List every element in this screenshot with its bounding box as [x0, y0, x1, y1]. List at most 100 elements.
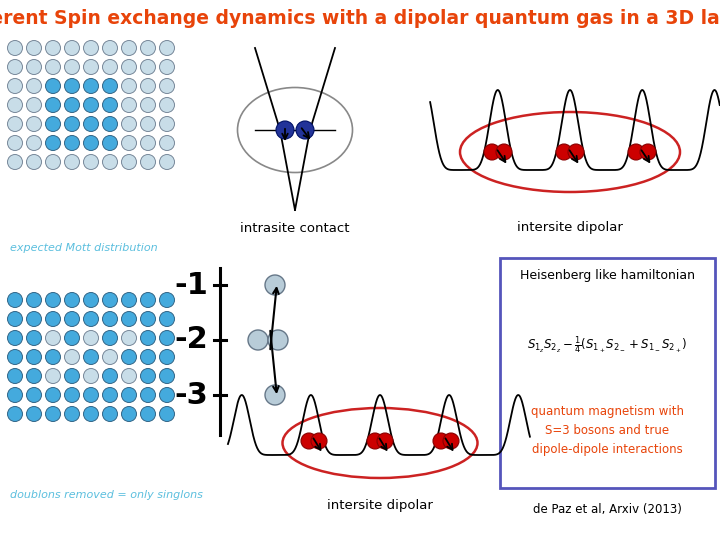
Circle shape: [65, 136, 79, 151]
Circle shape: [122, 136, 137, 151]
Circle shape: [140, 78, 156, 93]
Circle shape: [7, 312, 22, 327]
Text: expected Mott distribution: expected Mott distribution: [10, 243, 158, 253]
Circle shape: [160, 98, 174, 112]
Circle shape: [443, 433, 459, 449]
Circle shape: [265, 385, 285, 405]
FancyBboxPatch shape: [500, 258, 715, 488]
Circle shape: [7, 59, 22, 75]
Text: quantum magnetism with
S=3 bosons and true
dipole-dipole interactions: quantum magnetism with S=3 bosons and tr…: [531, 404, 684, 456]
Circle shape: [45, 78, 60, 93]
Circle shape: [140, 117, 156, 132]
Circle shape: [7, 293, 22, 307]
Circle shape: [102, 117, 117, 132]
Circle shape: [160, 136, 174, 151]
Circle shape: [140, 330, 156, 346]
Text: de Paz et al, Arxiv (2013): de Paz et al, Arxiv (2013): [533, 503, 682, 516]
Circle shape: [27, 136, 42, 151]
Circle shape: [102, 59, 117, 75]
Circle shape: [65, 388, 79, 402]
Circle shape: [102, 136, 117, 151]
Circle shape: [122, 349, 137, 364]
Circle shape: [7, 330, 22, 346]
Text: -2: -2: [174, 326, 208, 354]
Circle shape: [102, 154, 117, 170]
Circle shape: [7, 78, 22, 93]
Text: -3: -3: [174, 381, 208, 409]
Circle shape: [84, 312, 99, 327]
Circle shape: [122, 59, 137, 75]
Circle shape: [45, 312, 60, 327]
Circle shape: [160, 388, 174, 402]
Circle shape: [84, 388, 99, 402]
Circle shape: [84, 40, 99, 56]
Circle shape: [556, 144, 572, 160]
Circle shape: [268, 330, 288, 350]
Circle shape: [45, 98, 60, 112]
Circle shape: [84, 154, 99, 170]
Circle shape: [276, 121, 294, 139]
Text: Different Spin exchange dynamics with a dipolar quantum gas in a 3D lattice: Different Spin exchange dynamics with a …: [0, 9, 720, 28]
Circle shape: [496, 144, 512, 160]
Circle shape: [7, 117, 22, 132]
Circle shape: [45, 368, 60, 383]
Circle shape: [160, 368, 174, 383]
Circle shape: [27, 312, 42, 327]
Circle shape: [367, 433, 383, 449]
Circle shape: [45, 407, 60, 422]
Circle shape: [160, 59, 174, 75]
Circle shape: [27, 330, 42, 346]
Circle shape: [160, 78, 174, 93]
Circle shape: [27, 78, 42, 93]
Circle shape: [484, 144, 500, 160]
Circle shape: [7, 98, 22, 112]
Circle shape: [27, 117, 42, 132]
Circle shape: [65, 59, 79, 75]
Circle shape: [65, 293, 79, 307]
Circle shape: [27, 388, 42, 402]
Circle shape: [122, 330, 137, 346]
Circle shape: [27, 40, 42, 56]
Circle shape: [102, 349, 117, 364]
Circle shape: [27, 59, 42, 75]
Circle shape: [122, 40, 137, 56]
Circle shape: [140, 368, 156, 383]
Circle shape: [122, 78, 137, 93]
Circle shape: [102, 368, 117, 383]
Circle shape: [160, 330, 174, 346]
Circle shape: [140, 154, 156, 170]
Circle shape: [122, 98, 137, 112]
Circle shape: [122, 388, 137, 402]
Circle shape: [84, 98, 99, 112]
Circle shape: [84, 293, 99, 307]
Circle shape: [7, 407, 22, 422]
Circle shape: [102, 293, 117, 307]
Circle shape: [84, 330, 99, 346]
Circle shape: [84, 78, 99, 93]
Circle shape: [640, 144, 656, 160]
Circle shape: [296, 121, 314, 139]
Circle shape: [84, 368, 99, 383]
Circle shape: [27, 98, 42, 112]
Circle shape: [27, 349, 42, 364]
Text: $S_{1_z}S_{2_z} - \frac{1}{4}(S_{1_+}S_{2_-} + S_{1_-}S_{2_+})$: $S_{1_z}S_{2_z} - \frac{1}{4}(S_{1_+}S_{…: [527, 334, 688, 356]
Circle shape: [45, 136, 60, 151]
Circle shape: [84, 349, 99, 364]
Circle shape: [102, 330, 117, 346]
Text: intersite dipolar: intersite dipolar: [327, 500, 433, 512]
Text: intersite dipolar: intersite dipolar: [517, 221, 623, 234]
Circle shape: [65, 154, 79, 170]
Circle shape: [140, 312, 156, 327]
Text: -1: -1: [174, 271, 208, 300]
Circle shape: [7, 154, 22, 170]
Circle shape: [311, 433, 327, 449]
Circle shape: [160, 117, 174, 132]
Circle shape: [102, 312, 117, 327]
Circle shape: [27, 154, 42, 170]
Circle shape: [122, 312, 137, 327]
Circle shape: [160, 407, 174, 422]
Circle shape: [7, 136, 22, 151]
Circle shape: [45, 388, 60, 402]
Circle shape: [84, 59, 99, 75]
Circle shape: [7, 388, 22, 402]
